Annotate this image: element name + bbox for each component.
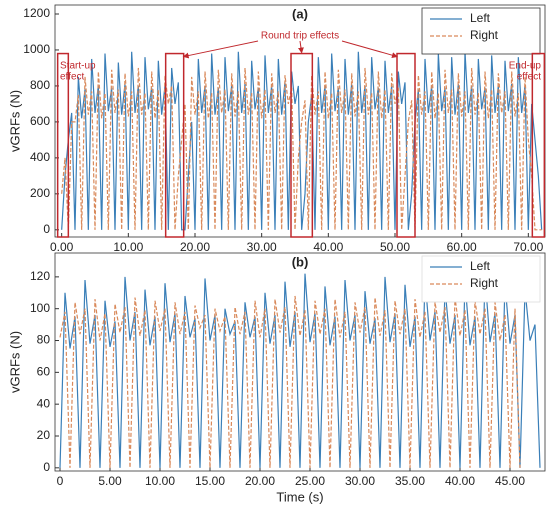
- highlight-region: [531, 52, 546, 238]
- plot-layer: [61, 51, 543, 231]
- annotation: End-up: [509, 61, 542, 72]
- x-tick-label: 70.00: [513, 240, 543, 254]
- annotation-arrow: [297, 40, 304, 54]
- highlight-region: [290, 52, 314, 238]
- series-line: [59, 295, 521, 468]
- y-tick-label: 100: [30, 301, 50, 315]
- x-tick-label: 45.00: [495, 474, 525, 488]
- annotation: Round trip effects: [261, 31, 339, 42]
- y-tick-label: 400: [30, 150, 50, 164]
- annotation-arrow: [182, 40, 259, 59]
- x-tick-label: 5.00: [98, 474, 122, 488]
- legend-box: [421, 255, 541, 303]
- legend-label: Right: [470, 276, 499, 290]
- annotation-arrow: [341, 40, 398, 59]
- y-axis-label: vGRFs (N): [7, 90, 22, 152]
- y-tick-label: 1000: [23, 42, 50, 56]
- y-tick-label: 1200: [23, 6, 50, 20]
- y-tick-label: 0: [43, 222, 50, 236]
- series-line: [59, 273, 541, 468]
- y-tick-label: 80: [37, 333, 51, 347]
- series-line: [61, 51, 543, 231]
- x-tick-label: 0: [57, 474, 64, 488]
- x-tick-label: 60.00: [447, 240, 477, 254]
- y-tick-label: 20: [37, 428, 51, 442]
- series-line: [61, 67, 542, 231]
- x-tick-label: 30.00: [247, 240, 277, 254]
- x-tick-label: 30.00: [345, 474, 375, 488]
- legend-label: Left: [470, 259, 491, 273]
- panel-title: (a): [292, 6, 308, 21]
- x-tick-label: 25.00: [295, 474, 325, 488]
- legend-label: Left: [470, 11, 491, 25]
- y-tick-label: 40: [37, 396, 51, 410]
- y-tick-label: 60: [37, 365, 51, 379]
- annotation: effect: [60, 72, 84, 83]
- y-tick-label: 0: [43, 460, 50, 474]
- legend-box: [421, 7, 541, 55]
- x-tick-label: 10.00: [113, 240, 143, 254]
- y-tick-label: 120: [30, 269, 50, 283]
- y-axis-label: vGRFs (N): [7, 331, 22, 393]
- x-tick-label: 35.00: [395, 474, 425, 488]
- annotation: effect: [517, 72, 541, 83]
- plot-layer: [59, 273, 541, 468]
- highlight-region: [56, 52, 70, 238]
- y-tick-label: 200: [30, 186, 50, 200]
- x-tick-label: 20.00: [245, 474, 275, 488]
- x-tick-label: 10.00: [145, 474, 175, 488]
- panel-title: (b): [292, 254, 309, 269]
- x-tick-label: 40.00: [445, 474, 475, 488]
- legend-label: Right: [470, 28, 499, 42]
- x-tick-label: 0.00: [50, 240, 74, 254]
- x-tick-label: 15.00: [195, 474, 225, 488]
- x-tick-label: 50.00: [380, 240, 410, 254]
- x-tick-label: 20.00: [180, 240, 210, 254]
- annotation: Start-up: [60, 61, 96, 72]
- x-axis-label: Time (s): [276, 489, 323, 504]
- y-tick-label: 600: [30, 114, 50, 128]
- highlight-region: [164, 52, 185, 238]
- x-tick-label: 40.00: [313, 240, 343, 254]
- highlight-region: [396, 52, 416, 238]
- y-tick-label: 800: [30, 78, 50, 92]
